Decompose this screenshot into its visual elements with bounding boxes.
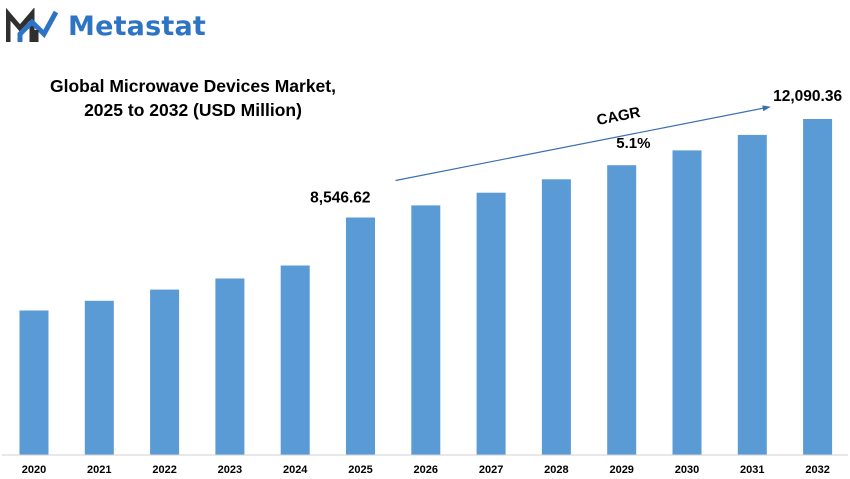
cagr-value: 5.1% <box>616 135 650 152</box>
data-labels: 8,546.62 12,090.36 <box>310 88 842 207</box>
data-label-2025: 8,546.62 <box>310 190 370 207</box>
x-tick-label-2025: 2025 <box>348 464 372 476</box>
data-label-2032: 12,090.36 <box>773 88 842 105</box>
x-tick-label-2031: 2031 <box>740 464 764 476</box>
bar-2021 <box>84 300 114 455</box>
brand-logo: Metastat <box>6 6 206 46</box>
bar-2020 <box>19 310 49 455</box>
chart-title-line-2: 2025 to 2032 (USD Million) <box>84 100 302 120</box>
chart-title: Global Microwave Devices Market, 2025 to… <box>18 74 368 122</box>
cagr-annotation: CAGR 5.1% <box>395 104 771 182</box>
x-tick-label-2032: 2032 <box>805 464 829 476</box>
bar-2029 <box>607 165 637 455</box>
x-tick-label-2024: 2024 <box>283 464 308 476</box>
x-tick-label-2029: 2029 <box>609 464 633 476</box>
x-tick-label-2030: 2030 <box>675 464 699 476</box>
bar-2023 <box>215 278 245 455</box>
bar-2025 <box>346 217 375 455</box>
cagr-arrow <box>395 105 771 182</box>
bar-2026 <box>411 205 441 455</box>
x-tick-label-2020: 2020 <box>22 464 46 476</box>
bar-2031 <box>737 134 767 455</box>
x-tick-label-2027: 2027 <box>479 464 503 476</box>
bar-2027 <box>476 192 506 455</box>
x-tick-label-2021: 2021 <box>87 464 111 476</box>
bar-2022 <box>150 289 180 455</box>
bar-2030 <box>672 150 702 455</box>
x-tick-label-2026: 2026 <box>414 464 438 476</box>
brand-name: Metastat <box>68 10 207 42</box>
cagr-label: CAGR <box>595 104 642 129</box>
x-tick-labels: 2020 2021 2022 2023 2024 2025 2026 2027 2028 2029… <box>22 464 830 476</box>
x-tick-label-2022: 2022 <box>152 464 176 476</box>
chart-title-line-1: Global Microwave Devices Market, <box>50 76 336 96</box>
x-tick-label-2023: 2023 <box>218 464 242 476</box>
metastat-m-logo-icon <box>6 8 59 42</box>
bar-2032 <box>803 119 833 455</box>
bar-2028 <box>541 179 571 456</box>
x-tick-label-2028: 2028 <box>544 464 568 476</box>
bars-group <box>19 119 833 456</box>
bar-2024 <box>280 265 310 455</box>
